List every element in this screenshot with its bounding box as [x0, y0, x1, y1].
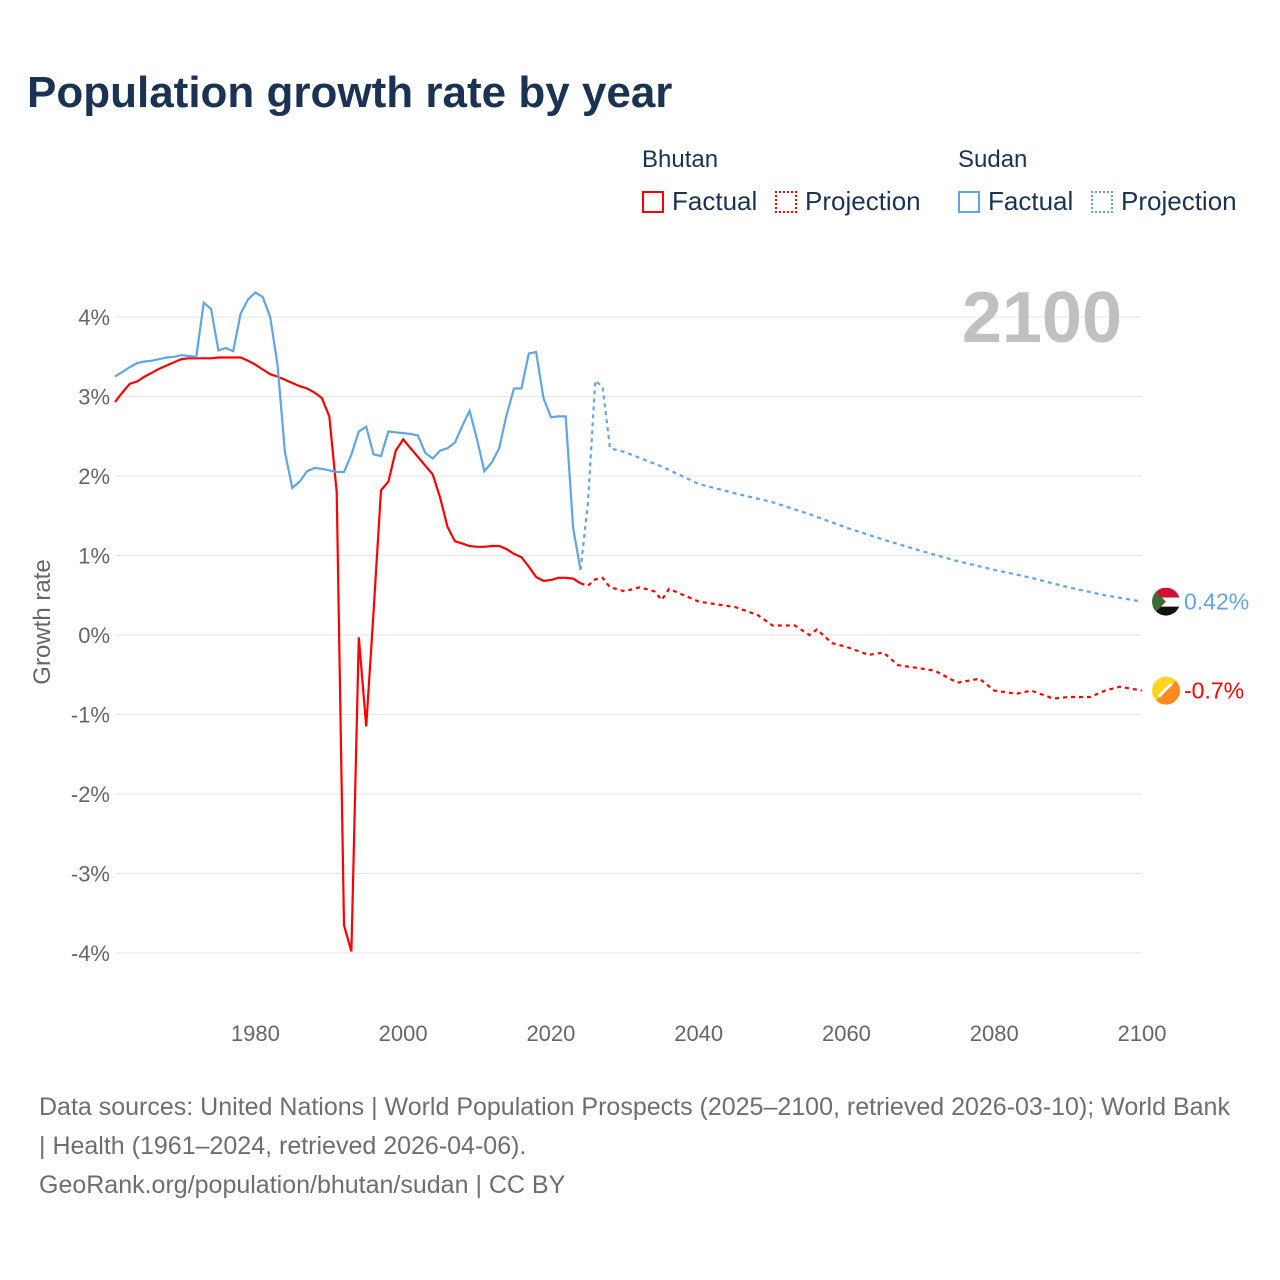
bhutan-projection-line: [580, 576, 1143, 700]
sudan-factual-line: [114, 291, 582, 570]
bhutan-factual-line: [114, 356, 582, 952]
flag-stripe: [1152, 587, 1180, 598]
chart-title: Population growth rate by year: [27, 68, 673, 117]
legend-label: Factual: [672, 186, 758, 216]
dragon: [1157, 682, 1173, 698]
y-tick-label: 3%: [78, 385, 110, 410]
legend-bhutan-projection[interactable]: Projection: [775, 186, 921, 217]
footer: Data sources: United Nations | World Pop…: [39, 1088, 1239, 1205]
y-tick-label: 2%: [78, 464, 110, 489]
y-tick-label: -3%: [71, 862, 110, 887]
y-tick-label: -2%: [71, 782, 110, 807]
y-tick-label: -4%: [71, 941, 110, 966]
x-tick-label: 2040: [674, 1021, 723, 1046]
legend-swatch: [958, 190, 980, 213]
y-tick-label: 1%: [78, 544, 110, 569]
x-tick-label: 2000: [379, 1021, 428, 1046]
legend-swatch: [775, 190, 797, 213]
legend-label: Projection: [1121, 186, 1237, 216]
legend-swatch: [642, 190, 664, 213]
flag-stripe: [1152, 597, 1180, 607]
y-tick-label: 0%: [78, 623, 110, 648]
source-link[interactable]: GeoRank.org/population/bhutan/sudan | CC…: [39, 1171, 566, 1199]
legend-sudan-factual[interactable]: Factual: [958, 186, 1073, 217]
bhutan-end-label: -0.7%: [1184, 678, 1244, 704]
sudan-projection-line: [579, 378, 1143, 603]
y-tick-label: 4%: [78, 305, 110, 330]
legend-sudan-projection[interactable]: Projection: [1091, 186, 1237, 217]
legend-group-sudan: Sudan: [958, 146, 1028, 173]
legend-label: Factual: [988, 186, 1074, 216]
sudan-flag-icon: [1152, 587, 1180, 616]
legend-swatch: [1091, 190, 1113, 213]
legend-label: Projection: [805, 186, 921, 216]
legend-group-bhutan: Bhutan: [642, 146, 719, 173]
legend-bhutan-factual[interactable]: Factual: [642, 186, 757, 217]
flag-triangle: [1152, 587, 1166, 616]
bhutan-flag-icon: [1152, 676, 1180, 705]
plot-area: 4% 3% 2% 1% 0% -1% -2% -3% -4% 1980 2000 2020 2040 20…: [29, 278, 1249, 1046]
x-tick-label: 2080: [970, 1021, 1019, 1046]
x-tick-label: 2100: [1118, 1021, 1167, 1046]
x-tick-label: 1980: [231, 1021, 280, 1046]
flag-stripe: [1152, 606, 1180, 616]
x-tick-label: 2060: [822, 1021, 871, 1046]
y-axis-label: Growth rate: [29, 559, 56, 684]
x-tick-label: 2020: [526, 1021, 575, 1046]
data-sources: Data sources: United Nations | World Pop…: [39, 1093, 1230, 1160]
y-tick-label: -1%: [71, 703, 110, 728]
sudan-end-label: 0.42%: [1184, 589, 1249, 615]
year-watermark: 2100: [962, 278, 1122, 358]
